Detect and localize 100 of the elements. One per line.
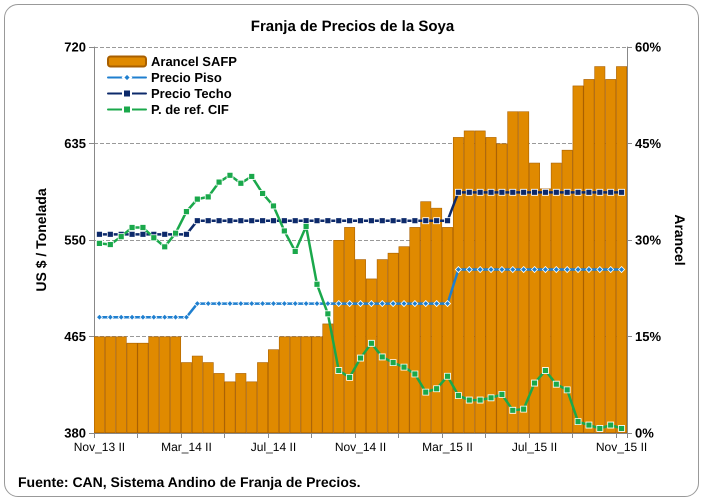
point xyxy=(455,188,462,196)
point xyxy=(335,367,342,374)
point xyxy=(324,300,332,307)
point xyxy=(128,230,136,238)
point xyxy=(400,217,408,224)
point xyxy=(498,266,506,273)
x-tick-label: Jul_14 II xyxy=(250,440,296,454)
point xyxy=(390,217,397,224)
point xyxy=(237,217,244,224)
point xyxy=(466,396,473,404)
point xyxy=(586,266,592,273)
y2-tick-label: 60% xyxy=(635,40,662,54)
point xyxy=(216,300,222,307)
legend-label: Precio Piso xyxy=(151,70,222,85)
point xyxy=(411,370,418,378)
point xyxy=(618,188,625,196)
point xyxy=(259,217,266,224)
point xyxy=(161,243,168,250)
x-tick-label: Nov_14 II xyxy=(334,440,386,454)
point xyxy=(596,425,604,432)
legend-label: Precio Techo xyxy=(151,86,232,101)
point xyxy=(411,300,418,307)
legend-label: Arancel SAFP xyxy=(151,54,238,69)
point xyxy=(488,394,494,402)
point xyxy=(422,388,430,396)
point xyxy=(270,217,277,224)
point xyxy=(226,172,234,179)
point xyxy=(172,314,179,321)
point xyxy=(574,188,582,196)
point xyxy=(324,310,332,318)
point xyxy=(194,217,201,224)
point xyxy=(466,266,473,273)
point xyxy=(596,188,604,196)
x-tick-label: Mar_14 II xyxy=(161,440,212,454)
point xyxy=(455,392,462,399)
point xyxy=(183,230,190,238)
point xyxy=(596,266,604,273)
point xyxy=(476,188,484,196)
point xyxy=(390,359,397,366)
y-axis-title: US $ / Tonelada xyxy=(33,188,49,292)
point xyxy=(161,314,168,321)
point xyxy=(509,188,516,196)
point xyxy=(204,300,212,307)
x-tick-label: Nov_15 II xyxy=(596,440,648,454)
point xyxy=(302,300,310,307)
point xyxy=(346,300,354,307)
point xyxy=(378,300,386,307)
point xyxy=(128,224,136,231)
point xyxy=(542,266,549,273)
point xyxy=(292,248,299,255)
point xyxy=(618,425,625,432)
point xyxy=(542,367,549,374)
point xyxy=(128,314,136,321)
point xyxy=(226,300,234,307)
point xyxy=(346,217,354,224)
point xyxy=(466,188,473,196)
point xyxy=(574,418,582,426)
point xyxy=(444,300,451,307)
point xyxy=(400,300,408,307)
point xyxy=(118,233,125,240)
legend-label: P. de ref. CIF xyxy=(151,102,229,117)
point xyxy=(368,300,375,307)
point xyxy=(552,380,560,388)
point xyxy=(270,300,277,307)
point xyxy=(183,208,190,216)
point xyxy=(259,190,266,197)
point xyxy=(400,364,408,371)
point xyxy=(280,300,288,307)
point xyxy=(161,230,168,238)
point xyxy=(607,422,614,428)
point xyxy=(368,340,375,347)
point xyxy=(204,217,212,224)
point xyxy=(346,374,354,381)
point xyxy=(531,380,538,386)
y-tick-label: 465 xyxy=(64,329,86,344)
point xyxy=(433,300,440,307)
point xyxy=(488,188,494,196)
point xyxy=(335,300,342,307)
point xyxy=(422,300,430,307)
point xyxy=(444,217,451,224)
point xyxy=(368,217,375,224)
point xyxy=(280,217,288,224)
point xyxy=(118,314,125,321)
point xyxy=(140,314,146,321)
point xyxy=(270,202,277,210)
point xyxy=(292,217,299,224)
y2-axis-title: Arancel xyxy=(672,214,688,266)
point xyxy=(564,188,571,196)
point xyxy=(324,217,332,224)
point xyxy=(509,406,516,414)
point xyxy=(248,217,256,224)
point xyxy=(314,300,320,307)
point xyxy=(314,217,320,224)
point xyxy=(259,300,266,307)
x-tick-label: Mar_15 II xyxy=(422,440,473,454)
point xyxy=(248,300,256,307)
point xyxy=(183,314,190,321)
y2-tick-label: 15% xyxy=(635,329,662,344)
y-tick-label: 635 xyxy=(64,136,86,151)
point xyxy=(509,266,516,273)
